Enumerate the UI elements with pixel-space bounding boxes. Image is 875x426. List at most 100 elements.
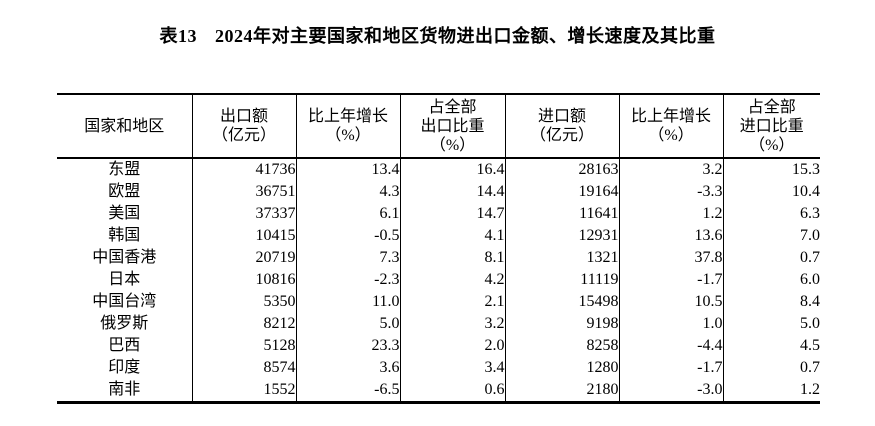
value-cell-import-growth: 10.5 (618, 291, 723, 313)
value-cell-export-share: 2.0 (399, 335, 505, 357)
table-row: 巴西 5128 23.3 2.0 8258 -4.4 4.5 (57, 335, 820, 357)
column-header-region: 国家和地区 (57, 94, 192, 159)
value-cell-import-growth: -1.7 (618, 269, 723, 291)
table-row: 中国香港 20719 7.3 8.1 1321 37.8 0.7 (57, 247, 820, 269)
region-cell: 韩国 (108, 227, 141, 244)
value-cell-import-growth: 1.2 (618, 203, 723, 225)
value-cell-import-value: 9198 (504, 313, 619, 335)
table-title-text: 2024年对主要国家和地区货物进出口金额、增长速度及其比重 (215, 26, 716, 46)
value-cell-export-value: 8212 (191, 313, 296, 335)
table-row: 欧盟 36751 4.3 14.4 19164 -3.3 10.4 (57, 181, 820, 203)
column-header-line: （%） (749, 136, 795, 154)
column-header-export-value: 出口额 （亿元） (191, 94, 296, 159)
region-cell: 日本 (108, 271, 141, 288)
value-cell-export-share: 16.4 (399, 158, 505, 181)
region-cell: 中国台湾 (92, 293, 157, 310)
value-cell-export-share: 3.4 (399, 357, 505, 379)
value-cell-import-share: 4.5 (722, 335, 820, 357)
table-row: 东盟 41736 13.4 16.4 28163 3.2 15.3 (57, 158, 820, 181)
value-cell-export-value: 1552 (191, 379, 296, 403)
column-header-line: 占全部 (428, 98, 477, 116)
value-cell-export-value: 8574 (191, 357, 296, 379)
column-header-import-share: 占全部 进口比重 （%） (722, 94, 820, 159)
value-cell-import-share: 6.0 (722, 269, 820, 291)
value-cell-import-value: 11119 (504, 269, 619, 291)
value-cell-import-value: 8258 (504, 335, 619, 357)
value-cell-import-growth: -1.7 (618, 357, 723, 379)
column-header-import-value: 进口额 （亿元） (504, 94, 619, 159)
column-header-line: 进口比重 (739, 117, 804, 135)
value-cell-import-value: 12931 (504, 225, 619, 247)
value-cell-import-share: 1.2 (722, 379, 820, 403)
value-cell-export-share: 4.2 (399, 269, 505, 291)
value-cell-export-share: 14.7 (399, 203, 505, 225)
table-number: 表13 (159, 26, 197, 46)
column-header-export-growth: 比上年增长 （%） (295, 94, 400, 159)
value-cell-import-value: 1280 (504, 357, 619, 379)
value-cell-import-value: 28163 (504, 158, 619, 181)
table-row: 中国台湾 5350 11.0 2.1 15498 10.5 8.4 (57, 291, 820, 313)
column-header-line: 占全部 (747, 98, 796, 116)
value-cell-import-share: 0.7 (722, 247, 820, 269)
value-cell-export-share: 0.6 (399, 379, 505, 403)
value-cell-export-share: 8.1 (399, 247, 505, 269)
value-cell-import-share: 6.3 (722, 203, 820, 225)
column-header-line: 比上年增长 (630, 108, 711, 125)
column-header-line: （%） (429, 136, 476, 154)
value-cell-export-growth: 13.4 (295, 158, 400, 181)
column-header-line: （%） (325, 127, 371, 144)
value-cell-export-growth: 5.0 (295, 313, 400, 335)
value-cell-import-share: 7.0 (722, 225, 820, 247)
value-cell-import-growth: 13.6 (618, 225, 723, 247)
table-head-row: 国家和地区 出口额 （亿元） 比上年增长 （%） 占全部 出口比重 （%） 进口额 （亿元） 比上年… (57, 94, 820, 159)
value-cell-export-value: 20719 (191, 247, 296, 269)
column-header-line: 进口额 (537, 108, 586, 125)
value-cell-export-growth: 23.3 (295, 335, 400, 357)
value-cell-export-growth: 4.3 (295, 181, 400, 203)
value-cell-import-growth: -4.4 (618, 335, 723, 357)
value-cell-export-growth: 11.0 (295, 291, 400, 313)
value-cell-export-value: 41736 (191, 158, 296, 181)
table-title: 表13 2024年对主要国家和地区货物进出口金额、增长速度及其比重 (0, 22, 875, 48)
column-header-line: （%） (648, 127, 694, 144)
region-cell: 中国香港 (92, 249, 157, 266)
value-cell-export-growth: -2.3 (295, 269, 400, 291)
value-cell-import-share: 8.4 (722, 291, 820, 313)
value-cell-import-value: 19164 (504, 181, 619, 203)
column-header-line: 出口额 (219, 108, 268, 125)
table-row: 南非 1552 -6.5 0.6 2180 -3.0 1.2 (57, 379, 820, 403)
table-row: 美国 37337 6.1 14.7 11641 1.2 6.3 (57, 203, 820, 225)
value-cell-export-growth: 3.6 (295, 357, 400, 379)
table-row: 韩国 10415 -0.5 4.1 12931 13.6 7.0 (57, 225, 820, 247)
column-header-line: 比上年增长 (307, 108, 388, 125)
value-cell-import-value: 1321 (504, 247, 619, 269)
column-header-line: 国家和地区 (84, 117, 165, 135)
value-cell-export-value: 10415 (191, 225, 296, 247)
table-row: 日本 10816 -2.3 4.2 11119 -1.7 6.0 (57, 269, 820, 291)
column-header-import-growth: 比上年增长 （%） (618, 94, 723, 159)
value-cell-export-value: 10816 (191, 269, 296, 291)
table-body: 东盟 41736 13.4 16.4 28163 3.2 15.3 欧盟 36751 4.3 14.… (57, 158, 820, 403)
value-cell-export-share: 4.1 (399, 225, 505, 247)
column-header-line: （亿元） (529, 127, 594, 144)
region-cell: 印度 (108, 359, 141, 376)
region-cell: 美国 (108, 205, 141, 222)
value-cell-export-value: 5128 (191, 335, 296, 357)
value-cell-import-share: 15.3 (722, 158, 820, 181)
value-cell-import-share: 5.0 (722, 313, 820, 335)
value-cell-export-value: 37337 (191, 203, 296, 225)
value-cell-import-value: 11641 (504, 203, 619, 225)
column-header-line: （亿元） (211, 127, 276, 144)
trade-table: 国家和地区 出口额 （亿元） 比上年增长 （%） 占全部 出口比重 （%） 进口额 （亿元） 比上年… (57, 93, 820, 404)
value-cell-import-growth: -3.3 (618, 181, 723, 203)
value-cell-export-share: 2.1 (399, 291, 505, 313)
region-cell: 巴西 (108, 337, 141, 354)
value-cell-import-growth: 1.0 (618, 313, 723, 335)
value-cell-export-share: 3.2 (399, 313, 505, 335)
value-cell-export-growth: -6.5 (295, 379, 400, 403)
region-cell: 南非 (108, 381, 141, 398)
table-row: 俄罗斯 8212 5.0 3.2 9198 1.0 5.0 (57, 313, 820, 335)
value-cell-export-growth: 7.3 (295, 247, 400, 269)
value-cell-export-value: 5350 (191, 291, 296, 313)
